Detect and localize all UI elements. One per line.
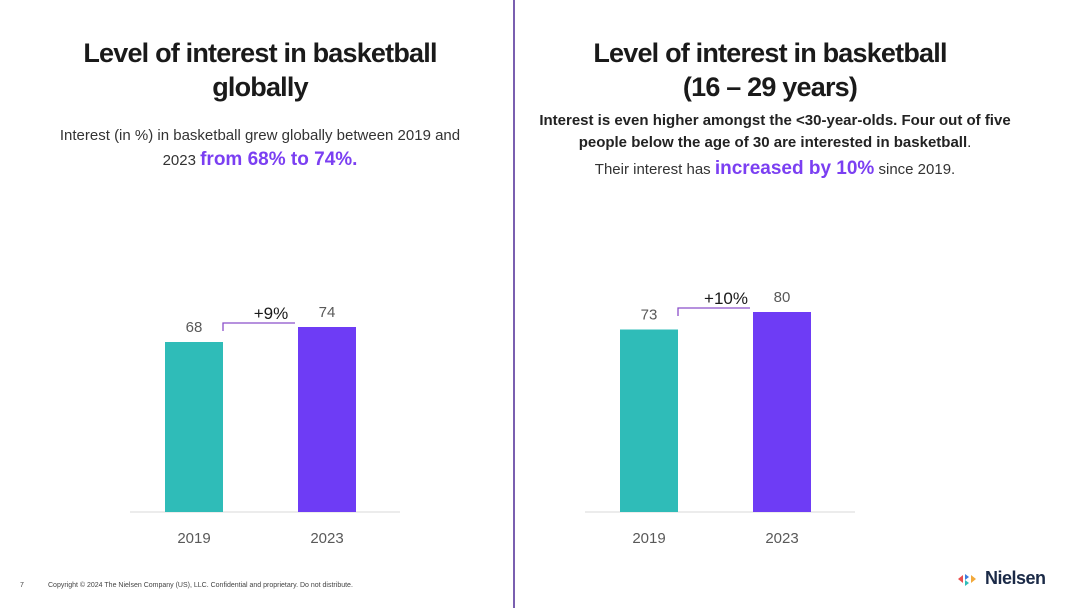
right-description-bold: Interest is even higher amongst the <30-… (530, 110, 1020, 154)
right-chart-change-label: +10% (704, 289, 748, 308)
right-title-line2: (16 – 29 years) (682, 72, 858, 102)
right-desc-bold-end: . (967, 134, 972, 151)
left-desc-text: Interest (in %) in basketball grew globa… (59, 127, 461, 169)
right-chart-value-label-2019: 73 (641, 307, 658, 324)
left-chart-tick-label-2023: 2023 (310, 530, 343, 547)
right-chart-bar-2019 (620, 329, 678, 512)
right-desc-accent: increased by 10% (714, 158, 875, 179)
right-title: Level of interest in basketball (16 – 29… (520, 36, 1020, 104)
left-title-line1: Level of interest in basketball (83, 38, 437, 68)
left-chart-bar-2023 (298, 327, 356, 512)
right-chart-change-connector (677, 307, 750, 316)
left-chart-value-label-2019: 68 (186, 319, 203, 336)
left-chart-change-label: +9% (254, 304, 289, 323)
nielsen-logo-text: Nielsen (985, 568, 1046, 588)
nielsen-logo: Nielsen (957, 568, 1046, 589)
copyright-text: Copyright © 2024 The Nielsen Company (US… (48, 582, 353, 589)
right-desc-pre: Their interest has (594, 161, 715, 178)
right-chart-value-label-2023: 80 (774, 289, 791, 306)
right-chart-tick-label-2023: 2023 (765, 530, 798, 547)
left-desc-accent: from 68% to 74%. (200, 149, 358, 170)
right-chart-bar-2023 (753, 312, 811, 512)
right-description: Their interest has increased by 10% sinc… (530, 156, 1020, 183)
right-title-line1: Level of interest in basketball (593, 38, 947, 68)
left-chart-change-connector (222, 322, 295, 331)
nielsen-logo-icon (958, 573, 976, 586)
right-desc-bold-text: Interest is even higher amongst the <30-… (539, 112, 1011, 151)
left-title: Level of interest in basketball globally (40, 36, 480, 104)
right-chart-tick-label-2019: 2019 (632, 530, 665, 547)
chart-right: 73 2019 80 2023 +10% (585, 289, 855, 547)
left-chart-bar-2019 (165, 342, 223, 512)
left-chart-tick-label-2019: 2019 (177, 530, 210, 547)
chart-left: 68 2019 74 2023 +9% (130, 304, 400, 547)
panel-divider (513, 0, 515, 608)
left-chart-value-label-2023: 74 (319, 304, 336, 321)
left-description: Interest (in %) in basketball grew globa… (50, 124, 470, 173)
page-number: 7 (20, 582, 24, 589)
right-desc-post: since 2019. (874, 161, 956, 178)
left-title-line2: globally (212, 72, 308, 102)
